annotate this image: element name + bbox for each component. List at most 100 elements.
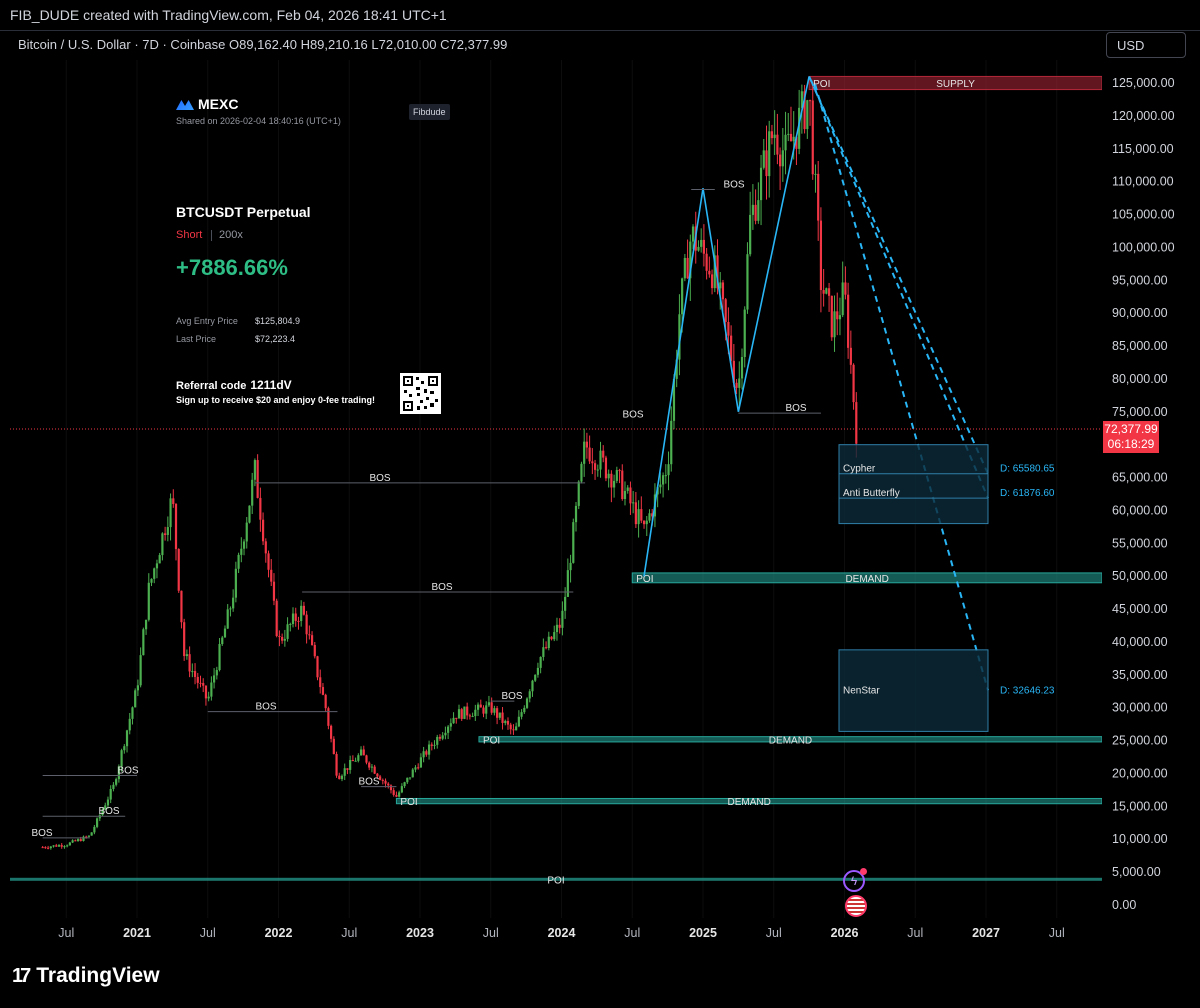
- ohlc-open: O89,162.40: [228, 37, 297, 52]
- projection-name: Cypher: [843, 464, 876, 475]
- bos-label: BOS: [31, 828, 52, 839]
- candle-body: [125, 730, 129, 747]
- price-tick-label: 105,000.00: [1112, 208, 1175, 222]
- candle-body: [93, 826, 96, 833]
- price-tick-label: 30,000.00: [1112, 701, 1168, 715]
- candle-body: [833, 311, 836, 338]
- created-line: FIB_DUDE created with TradingView.com, F…: [10, 7, 447, 23]
- candle-body: [460, 709, 463, 719]
- candle-body: [332, 738, 335, 755]
- candle-body: [596, 469, 599, 471]
- candle-body: [661, 475, 665, 485]
- candle-body: [408, 777, 412, 779]
- candle-body: [85, 836, 88, 838]
- projection-line: [814, 84, 989, 691]
- candle-body: [798, 107, 801, 149]
- candle-body: [525, 698, 529, 708]
- referral-label: Referral code: [176, 380, 247, 392]
- candle-body: [751, 204, 754, 215]
- candle-body: [479, 704, 482, 708]
- candle-body: [566, 570, 569, 597]
- referral-subtext: Sign up to receive $20 and enjoy 0-fee t…: [176, 395, 376, 405]
- time-tick-label: 2023: [406, 926, 434, 940]
- candle-body: [161, 533, 164, 556]
- candle-body: [836, 311, 839, 320]
- candle-body: [174, 504, 178, 550]
- candle-body: [283, 638, 286, 641]
- candle-body: [183, 622, 186, 657]
- candle-body: [120, 750, 123, 767]
- time-tick-label: Jul: [341, 926, 357, 940]
- currency-button[interactable]: USD: [1106, 32, 1186, 58]
- candle-body: [185, 654, 188, 657]
- projection-name: Anti Butterfly: [843, 488, 900, 499]
- candle-body: [746, 254, 749, 310]
- candle-body: [41, 847, 44, 849]
- price-tick-label: 40,000.00: [1112, 635, 1168, 649]
- bos-label: BOS: [723, 180, 744, 191]
- candle-body: [153, 568, 156, 579]
- candle-body: [640, 509, 643, 521]
- candle-body: [602, 450, 605, 458]
- candle-body: [830, 295, 833, 338]
- price-tick-label: 5,000.00: [1112, 865, 1161, 879]
- bottom-poi-label: POI: [547, 875, 564, 886]
- chart-panel[interactable]: [10, 31, 1190, 951]
- time-tick-label: 2024: [548, 926, 576, 940]
- candle-body: [109, 788, 112, 800]
- candle-body: [117, 766, 120, 780]
- candle-body: [199, 682, 202, 684]
- mexc-brand-text: MEXC: [198, 96, 239, 112]
- candle-body: [515, 726, 518, 731]
- bos-label: BOS: [117, 765, 138, 776]
- candle-body: [735, 382, 738, 388]
- last-price-tag-countdown: 06:18:29: [1107, 437, 1155, 451]
- candle-body: [474, 709, 477, 717]
- candle-body: [572, 522, 575, 563]
- candle-body: [550, 636, 553, 640]
- candle-body: [536, 667, 540, 675]
- candle-body: [441, 735, 444, 739]
- candle-body: [547, 636, 550, 649]
- candle-body: [716, 255, 719, 289]
- price-tick-label: 60,000.00: [1112, 503, 1168, 517]
- candle-body: [422, 751, 425, 758]
- bos-label: BOS: [98, 806, 119, 817]
- user-tag: Fibdude: [409, 104, 450, 120]
- candle-body: [773, 134, 776, 139]
- candle-body: [599, 450, 602, 470]
- projection-name: NenStar: [843, 685, 880, 696]
- candle-body: [803, 91, 806, 130]
- candle-body: [346, 768, 349, 770]
- candle-body: [202, 683, 205, 686]
- candle-body: [60, 845, 63, 847]
- candle-body: [188, 654, 191, 672]
- candle-body: [683, 257, 686, 279]
- candle-body: [248, 505, 251, 523]
- zone-label: DEMAND: [728, 797, 771, 808]
- candle-body: [613, 480, 616, 488]
- pair-title: BTCUSDT Perpetual: [176, 204, 311, 220]
- candle-body: [286, 624, 289, 639]
- candle-body: [686, 257, 689, 279]
- zone-poi-label: POI: [483, 735, 500, 746]
- candle-body: [721, 282, 725, 300]
- candle-body: [425, 751, 428, 755]
- symbol-title: Bitcoin / U.S. Dollar · 7D · Coinbase: [18, 37, 226, 52]
- candle-body: [79, 839, 82, 841]
- candle-body: [664, 475, 667, 477]
- candle-body: [759, 167, 763, 201]
- candle-body: [281, 636, 284, 641]
- us-flag-event-icon[interactable]: [845, 895, 867, 917]
- candle-body: [215, 670, 218, 676]
- candle-body: [131, 707, 134, 719]
- lightning-event-icon[interactable]: ϟ: [843, 868, 867, 892]
- mexc-brand: MEXC: [176, 96, 238, 112]
- candle-body: [645, 520, 648, 525]
- candle-body: [632, 502, 635, 504]
- candle-body: [234, 568, 237, 598]
- projection-line: [810, 80, 989, 499]
- candle-body: [678, 314, 681, 360]
- zone-poi-label: POI: [813, 79, 830, 90]
